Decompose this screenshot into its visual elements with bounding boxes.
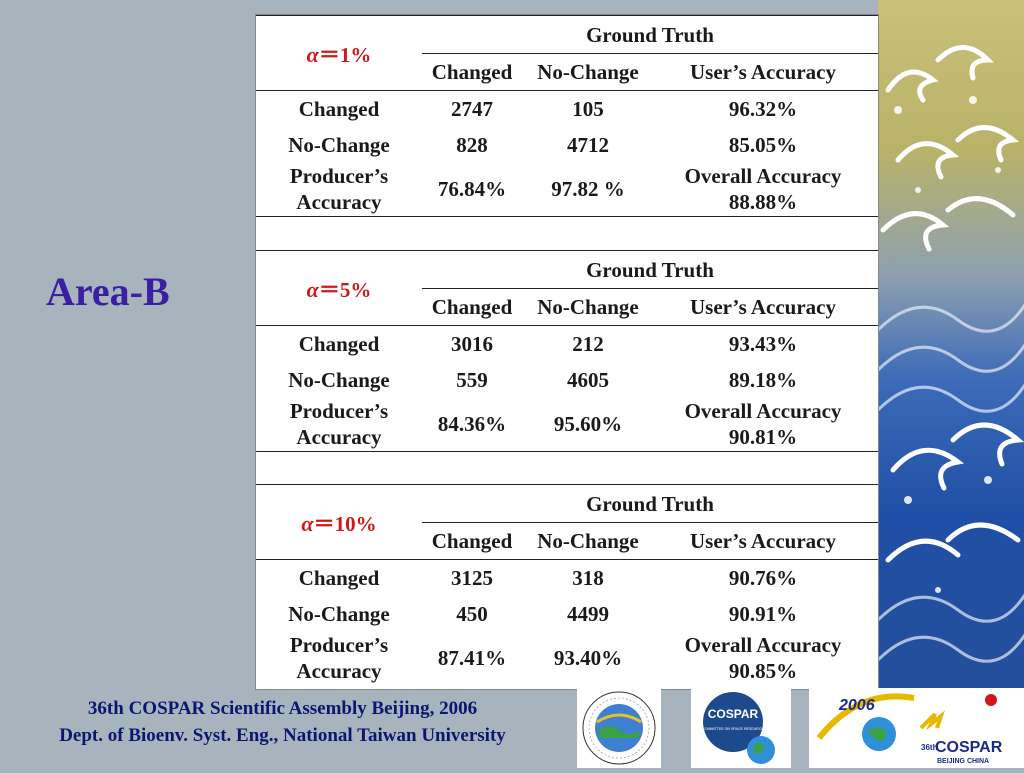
col-header-users-accuracy: User’s Accuracy [690,529,836,553]
col-header-no-change: No-Change [537,295,639,319]
logo-beijing-text: BEIJING CHINA [937,758,989,765]
alpha-symbol: α [306,277,319,302]
col-header-no-change: No-Change [537,529,639,553]
producers-accuracy-nochange: 93.40% [553,646,623,670]
slide-title: Area-B [46,269,170,314]
overall-accuracy-value: 88.88% [728,190,798,214]
alpha-label: α＝5% [256,276,422,304]
producers-accuracy-changed: 87.41% [437,646,507,670]
row-label-no-change: No-Change [288,368,390,392]
footer-department: Dept. of Bioenv. Syst. Eng., National Ta… [59,725,506,746]
overall-accuracy-value: 90.81% [728,425,798,449]
cell-nochange-changed: 450 [456,602,488,626]
ground-truth-header: Ground Truth [586,258,714,282]
cell-changed-changed: 3016 [451,332,493,356]
svg-text:36th: 36th [921,743,938,752]
cell-nochange-users-accuracy: 89.18% [728,368,798,392]
row-label-no-change: No-Change [288,133,390,157]
alpha-value: ＝5% [318,278,372,302]
cell-nochange-nochange: 4499 [567,602,609,626]
alpha-symbol: α [306,42,319,67]
producers-label-line1: Producer’s [289,164,389,188]
row-label-changed: Changed [298,97,380,121]
row-label-changed: Changed [298,566,380,590]
alpha-label: α＝1% [256,41,422,69]
producers-accuracy-nochange: 95.60% [553,412,623,436]
cell-changed-changed: 2747 [451,97,493,121]
wave-illustration [878,45,1024,663]
logo-cospar-text: COSPAR [935,739,1003,756]
confusion-tables-panel: α＝1% Ground Truth Changed No-Change User… [255,14,879,690]
cell-nochange-nochange: 4712 [567,133,609,157]
cospar-2006-beijing-logo: 2006 36th COSPAR BEIJING CHINA [809,688,1024,768]
footer-credits: 36th COSPAR Scientific Assembly Beijing,… [0,695,565,749]
overall-accuracy: Overall Accuracy 90.81% [668,398,858,450]
cell-nochange-nochange: 4605 [567,368,609,392]
cell-changed-nochange: 105 [572,97,604,121]
cospar-logo-graphic: COSPAR COMMITTEE ON SPACE RESEARCH [702,692,775,764]
alpha-value: ＝1% [318,43,372,67]
row-label-no-change: No-Change [288,602,390,626]
cospar-2006-logo-graphic: 2006 36th COSPAR BEIJING CHINA [816,693,1003,765]
cell-changed-nochange: 318 [572,566,604,590]
overall-accuracy: Overall Accuracy 88.88% [668,163,858,215]
ntu-department-logo [577,688,661,768]
cell-changed-users-accuracy: 90.76% [728,566,798,590]
logo-assembly-suffix: th [930,743,938,752]
cell-nochange-changed: 559 [456,368,488,392]
overall-accuracy-label: Overall Accuracy [684,164,842,188]
cospar-logo-subtext: COMMITTEE ON SPACE RESEARCH [702,727,764,731]
logo-assembly-number: 36 [921,743,930,752]
cell-changed-users-accuracy: 96.32% [728,97,798,121]
col-header-changed: Changed [431,529,513,553]
cell-changed-nochange: 212 [572,332,604,356]
cospar-logo-text: COSPAR [708,707,759,721]
footer-conference: 36th COSPAR Scientific Assembly Beijing,… [87,698,478,719]
alpha-symbol: α [301,511,314,536]
overall-accuracy: Overall Accuracy 90.85% [668,632,858,684]
wave-artwork [878,0,1024,688]
overall-accuracy-label: Overall Accuracy [684,399,842,423]
col-header-no-change: No-Change [537,60,639,84]
row-label-changed: Changed [298,332,380,356]
confusion-table-alpha-10: α＝10% Ground Truth Changed No-Change Use… [256,484,878,686]
col-header-users-accuracy: User’s Accuracy [690,60,836,84]
overall-accuracy-label: Overall Accuracy [684,633,842,657]
producers-label-line2: Accuracy [296,190,382,214]
row-label-producers-accuracy: Producer’s Accuracy [256,163,422,215]
row-label-producers-accuracy: Producer’s Accuracy [256,398,422,450]
cell-nochange-users-accuracy: 85.05% [728,133,798,157]
producers-accuracy-changed: 84.36% [437,412,507,436]
ground-truth-header: Ground Truth [586,23,714,47]
producers-label-line1: Producer’s [289,399,389,423]
col-header-users-accuracy: User’s Accuracy [690,295,836,319]
cell-nochange-users-accuracy: 90.91% [728,602,798,626]
confusion-table-alpha-5: α＝5% Ground Truth Changed No-Change User… [256,250,878,452]
row-label-producers-accuracy: Producer’s Accuracy [256,632,422,684]
cospar-logo: COSPAR COMMITTEE ON SPACE RESEARCH [691,688,791,768]
alpha-label: α＝10% [256,510,422,538]
cell-changed-users-accuracy: 93.43% [728,332,798,356]
logo-year: 2006 [838,697,875,714]
producers-accuracy-nochange: 97.82 % [551,177,625,201]
alpha-value: ＝10% [313,512,377,536]
ntu-logo-graphic [582,691,656,765]
producers-label-line1: Producer’s [289,633,389,657]
cell-nochange-changed: 828 [456,133,488,157]
producers-accuracy-changed: 76.84% [437,177,507,201]
confusion-table-alpha-1: α＝1% Ground Truth Changed No-Change User… [256,15,878,217]
producers-label-line2: Accuracy [296,659,382,683]
producers-label-line2: Accuracy [296,425,382,449]
col-header-changed: Changed [431,60,513,84]
overall-accuracy-value: 90.85% [728,659,798,683]
col-header-changed: Changed [431,295,513,319]
cell-changed-changed: 3125 [451,566,493,590]
ground-truth-header: Ground Truth [586,492,714,516]
